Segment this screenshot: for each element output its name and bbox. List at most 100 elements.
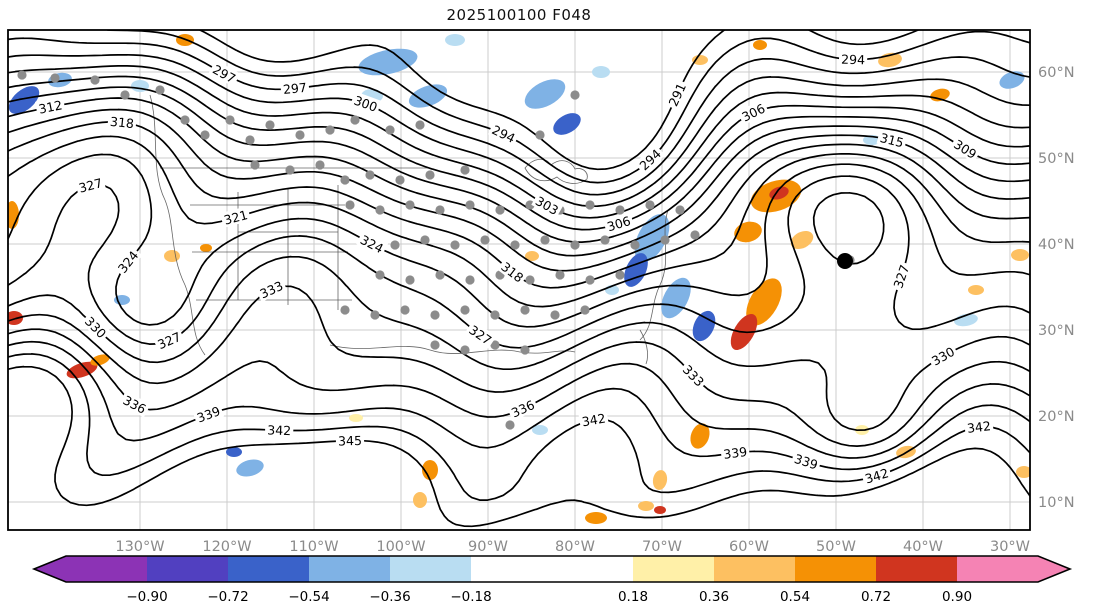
anomaly-blob bbox=[661, 277, 691, 319]
anomaly-blob bbox=[690, 423, 710, 449]
longitude-tick-label: 80°W bbox=[555, 539, 595, 555]
svg-text:297: 297 bbox=[282, 80, 307, 97]
contour-line-342 bbox=[8, 353, 1030, 501]
contour-label: 342 bbox=[264, 421, 294, 438]
contour-label: 339 bbox=[790, 449, 822, 473]
station-dot bbox=[550, 310, 560, 320]
station-dot bbox=[370, 310, 380, 320]
contour-label: 321 bbox=[220, 206, 252, 228]
contour-label: 327 bbox=[74, 174, 106, 196]
colorbar-tick-label: 0.18 bbox=[618, 589, 648, 605]
station-dot bbox=[245, 135, 255, 145]
colorbar-tick-label: −0.72 bbox=[207, 589, 248, 605]
station-dot bbox=[600, 235, 610, 245]
colorbar-left-arrow bbox=[34, 556, 66, 582]
plot-frame bbox=[7, 29, 1031, 531]
station-dot bbox=[675, 205, 685, 215]
anomaly-blob bbox=[753, 40, 767, 50]
contour-line-324 bbox=[8, 153, 1030, 328]
latitude-tick-label: 40°N bbox=[1038, 237, 1075, 253]
svg-text:327: 327 bbox=[77, 175, 104, 196]
station-dot bbox=[505, 420, 515, 430]
station-dot bbox=[345, 200, 355, 210]
contour-line-315 bbox=[8, 108, 1030, 272]
colorbar-segment bbox=[147, 556, 228, 582]
station-dot bbox=[375, 270, 385, 280]
anomaly-blob bbox=[164, 250, 180, 262]
station-dot bbox=[570, 90, 580, 100]
station-dot bbox=[340, 175, 350, 185]
contour-label: 318 bbox=[496, 257, 529, 287]
colorbar-tick-label: 0.36 bbox=[699, 589, 729, 605]
station-dot bbox=[435, 205, 445, 215]
contour-label: 297 bbox=[280, 79, 310, 97]
station-dot bbox=[155, 85, 165, 95]
contour-label: 342 bbox=[963, 417, 994, 436]
station-dot bbox=[405, 200, 415, 210]
longitude-tick-label: 130°W bbox=[115, 539, 164, 555]
anomaly-blob bbox=[692, 55, 708, 65]
latitude-tick-label: 20°N bbox=[1038, 409, 1075, 425]
contour-label: 333 bbox=[678, 360, 709, 391]
latitude-tick-label: 30°N bbox=[1038, 323, 1075, 339]
station-dot bbox=[250, 160, 260, 170]
colorbar-segment bbox=[633, 556, 714, 582]
contour-label: 330 bbox=[926, 342, 959, 370]
station-dot bbox=[265, 120, 275, 130]
colorbar-segment bbox=[471, 556, 633, 582]
colorbar-segment bbox=[714, 556, 795, 582]
anomaly-blob bbox=[1016, 466, 1030, 478]
contour-label: 327 bbox=[889, 260, 913, 293]
anomaly-blob bbox=[532, 425, 548, 435]
station-dot bbox=[615, 205, 625, 215]
contour-label: 306 bbox=[602, 211, 635, 235]
anomaly-blob bbox=[524, 79, 566, 109]
station-dot bbox=[495, 205, 505, 215]
contour-line-318 bbox=[8, 121, 1030, 289]
contour-line-297 bbox=[8, 37, 1030, 196]
longitude-tick-label: 60°W bbox=[729, 539, 769, 555]
anomaly-blob bbox=[634, 214, 670, 262]
contour-line-345 bbox=[8, 365, 1030, 528]
station-dot bbox=[525, 275, 535, 285]
anomaly-blob bbox=[358, 48, 418, 76]
station-dot bbox=[525, 200, 535, 210]
station-dot bbox=[17, 70, 27, 80]
contour-label: 315 bbox=[876, 128, 908, 151]
svg-text:312: 312 bbox=[37, 97, 63, 116]
station-dot bbox=[615, 270, 625, 280]
station-dot bbox=[420, 235, 430, 245]
station-dot bbox=[490, 310, 500, 320]
station-dot bbox=[480, 235, 490, 245]
colorbar-tick-label: 0.54 bbox=[780, 589, 810, 605]
station-dot bbox=[325, 125, 335, 135]
station-dot bbox=[315, 160, 325, 170]
station-dot bbox=[200, 130, 210, 140]
contour-line-330 bbox=[8, 191, 1030, 432]
anomaly-blob bbox=[413, 492, 427, 508]
anomaly-blob bbox=[585, 512, 607, 524]
station-dot bbox=[375, 205, 385, 215]
colorbar-segment bbox=[66, 556, 147, 582]
contour-label: 342 bbox=[860, 464, 893, 487]
plot-title: 2025100100 F048 bbox=[446, 6, 592, 24]
station-dot bbox=[535, 130, 545, 140]
colorbar-tick-label: 0.90 bbox=[942, 589, 972, 605]
station-dot bbox=[460, 165, 470, 175]
station-dot bbox=[430, 310, 440, 320]
station-dot bbox=[585, 200, 595, 210]
station-dot bbox=[430, 340, 440, 350]
anomaly-blob bbox=[734, 221, 762, 243]
highlight-dot bbox=[837, 253, 853, 269]
latitude-tick-label: 60°N bbox=[1038, 65, 1075, 81]
longitude-tick-label: 100°W bbox=[376, 539, 425, 555]
station-dot bbox=[510, 240, 520, 250]
station-dot bbox=[660, 235, 670, 245]
station-dot bbox=[285, 165, 295, 175]
station-dot bbox=[225, 115, 235, 125]
svg-text:306: 306 bbox=[605, 213, 632, 234]
colorbar-segment bbox=[228, 556, 309, 582]
colorbar-tick-label: −0.36 bbox=[369, 589, 410, 605]
anomaly-blob bbox=[654, 506, 666, 514]
